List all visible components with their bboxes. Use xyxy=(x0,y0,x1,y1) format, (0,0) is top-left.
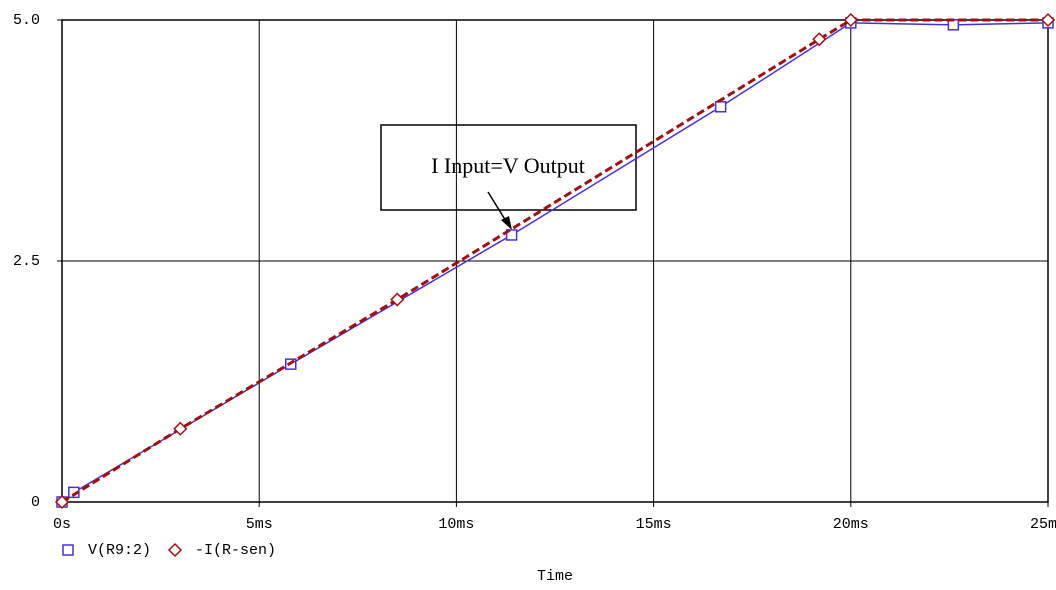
x-axis-label: Time xyxy=(537,568,573,585)
y-tick-label: 5.0 xyxy=(13,12,40,29)
legend-label: V(R9:2) xyxy=(88,542,151,559)
data-line xyxy=(62,23,1048,502)
data-marker xyxy=(716,102,726,112)
y-tick-label: 0 xyxy=(31,494,40,511)
data-marker xyxy=(63,545,73,555)
arrow-head xyxy=(501,216,512,230)
x-tick-label: 10ms xyxy=(438,516,474,533)
x-tick-label: 15ms xyxy=(636,516,672,533)
chart: Time I Input=V Output 0s 5ms 10ms 15ms 20ms 2… xyxy=(0,0,1056,585)
x-tick-label: 25ms xyxy=(1030,516,1056,533)
x-tick-label: 0s xyxy=(53,516,71,533)
legend-label: -I(R-sen) xyxy=(195,542,276,559)
data-marker xyxy=(169,544,181,556)
annotation-text: I Input=V Output xyxy=(431,153,585,178)
x-tick-label: 5ms xyxy=(246,516,273,533)
y-tick-label: 2.5 xyxy=(13,253,40,270)
x-tick-label: 20ms xyxy=(833,516,869,533)
